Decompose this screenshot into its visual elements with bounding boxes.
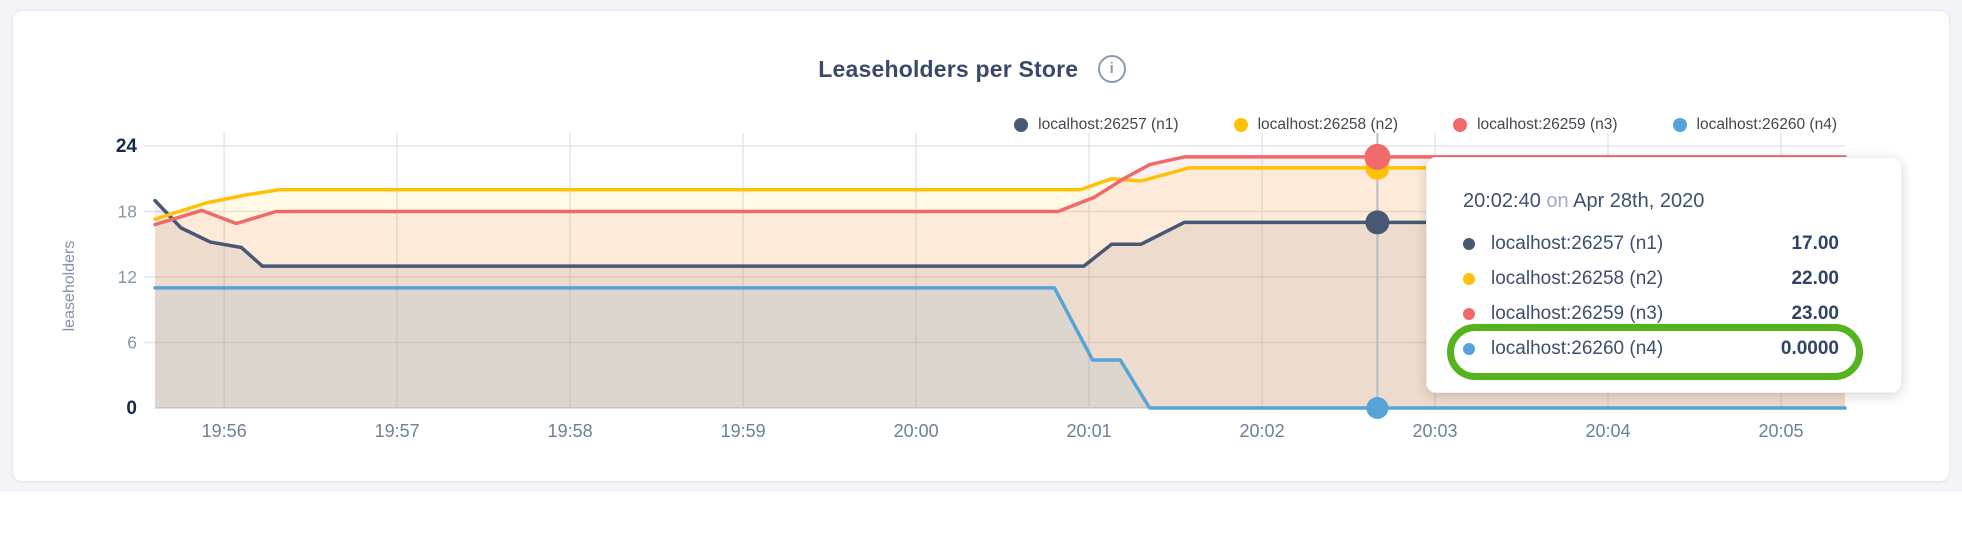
chart-legend: localhost:26257 (n1) localhost:26258 (n2… (1014, 115, 1837, 135)
legend-label-n3: localhost:26259 (n3) (1477, 116, 1618, 133)
tooltip-timestamp: 20:02:40 on Apr 28th, 2020 (1463, 186, 1839, 216)
x-tick-label: 19:58 (548, 421, 593, 441)
x-tick-label: 20:05 (1758, 421, 1803, 441)
tooltip-dot-n4 (1463, 342, 1475, 355)
legend-item-n1[interactable]: localhost:26257 (n1) (1014, 115, 1179, 135)
y-tick-label: 18 (118, 202, 137, 222)
series-line-2 (153, 155, 1847, 227)
tooltip-row-n3: localhost:26259 (n3) 23.00 (1463, 296, 1839, 331)
hover-tooltip: 20:02:40 on Apr 28th, 2020 localhost:262… (1426, 157, 1902, 393)
series-line-0 (153, 198, 1847, 268)
x-tick-label: 20:00 (894, 421, 939, 441)
legend-dot-n1 (1014, 118, 1029, 132)
tooltip-time: 20:02:40 (1463, 190, 1541, 212)
chart-header: Leaseholders per Store i (0, 55, 1953, 83)
hover-dot-2 (1364, 143, 1391, 170)
tooltip-value-n3: 23.00 (1791, 302, 1839, 324)
legend-label-n1: localhost:26257 (n1) (1038, 116, 1179, 133)
x-tick-label: 19:59 (721, 421, 766, 441)
y-axis-ticks: 0 6 12 18 24 (116, 136, 138, 419)
hover-marker (1364, 133, 1391, 419)
info-icon[interactable]: i (1097, 55, 1126, 83)
series-area-0 (155, 200, 1845, 408)
legend-dot-n2 (1233, 118, 1248, 132)
series-area-2 (155, 156, 1845, 408)
hover-dot-3 (1366, 397, 1389, 419)
tooltip-label-n4: localhost:26260 (n4) (1491, 337, 1664, 359)
page-title: Leaseholders per Store (818, 55, 1079, 82)
legend-label-n4: localhost:26260 (n4) (1696, 116, 1837, 133)
x-tick-label: 20:04 (1585, 421, 1630, 441)
tooltip-dot-n2 (1463, 272, 1475, 285)
tooltip-rows: localhost:26257 (n1) 17.00 localhost:262… (1463, 226, 1839, 366)
tooltip-dot-n1 (1463, 237, 1475, 250)
series-area-3 (155, 287, 1845, 408)
tooltip-row-n4: localhost:26260 (n4) 0.0000 (1463, 331, 1839, 366)
tooltip-dot-n3 (1463, 307, 1475, 320)
x-tick-label: 20:03 (1413, 421, 1458, 441)
x-tick-label: 20:01 (1067, 421, 1112, 441)
y-tick-label: 6 (127, 333, 137, 353)
series-areas (155, 156, 1845, 408)
tooltip-row-n1: localhost:26257 (n1) 17.00 (1463, 226, 1839, 261)
legend-dot-n4 (1672, 118, 1687, 132)
x-axis-ticks: 19:56 19:57 19:58 19:59 20:00 20:01 20:02 20:03… (202, 421, 1804, 441)
series-lines (153, 155, 1847, 410)
tooltip-value-n1: 17.00 (1791, 232, 1839, 254)
legend-item-n4[interactable]: localhost:26260 (n4) (1672, 115, 1837, 135)
x-tick-label: 19:56 (202, 421, 247, 441)
series-line-1 (153, 166, 1847, 221)
legend-label-n2: localhost:26258 (n2) (1257, 116, 1399, 133)
tooltip-label-n2: localhost:26258 (n2) (1491, 267, 1664, 289)
tooltip-connector: on (1546, 190, 1569, 212)
y-tick-label: 12 (118, 267, 137, 287)
x-tick-label: 19:57 (375, 421, 420, 441)
legend-item-n2[interactable]: localhost:26258 (n2) (1233, 115, 1399, 135)
legend-item-n3[interactable]: localhost:26259 (n3) (1453, 115, 1618, 135)
tooltip-date: Apr 28th, 2020 (1573, 190, 1705, 212)
x-tick-label: 20:02 (1240, 421, 1285, 441)
tooltip-value-n2: 22.00 (1791, 267, 1839, 289)
tooltip-label-n1: localhost:26257 (n1) (1491, 232, 1664, 254)
tooltip-row-n2: localhost:26258 (n2) 22.00 (1463, 261, 1839, 296)
series-line-3 (153, 286, 1847, 410)
y-tick-label: 24 (116, 136, 138, 157)
hover-dot-0 (1365, 210, 1390, 235)
tooltip-value-n4: 0.0000 (1780, 337, 1839, 359)
tooltip-label-n3: localhost:26259 (n3) (1491, 302, 1664, 324)
legend-dot-n3 (1453, 118, 1468, 132)
y-tick-label: 0 (126, 398, 137, 419)
